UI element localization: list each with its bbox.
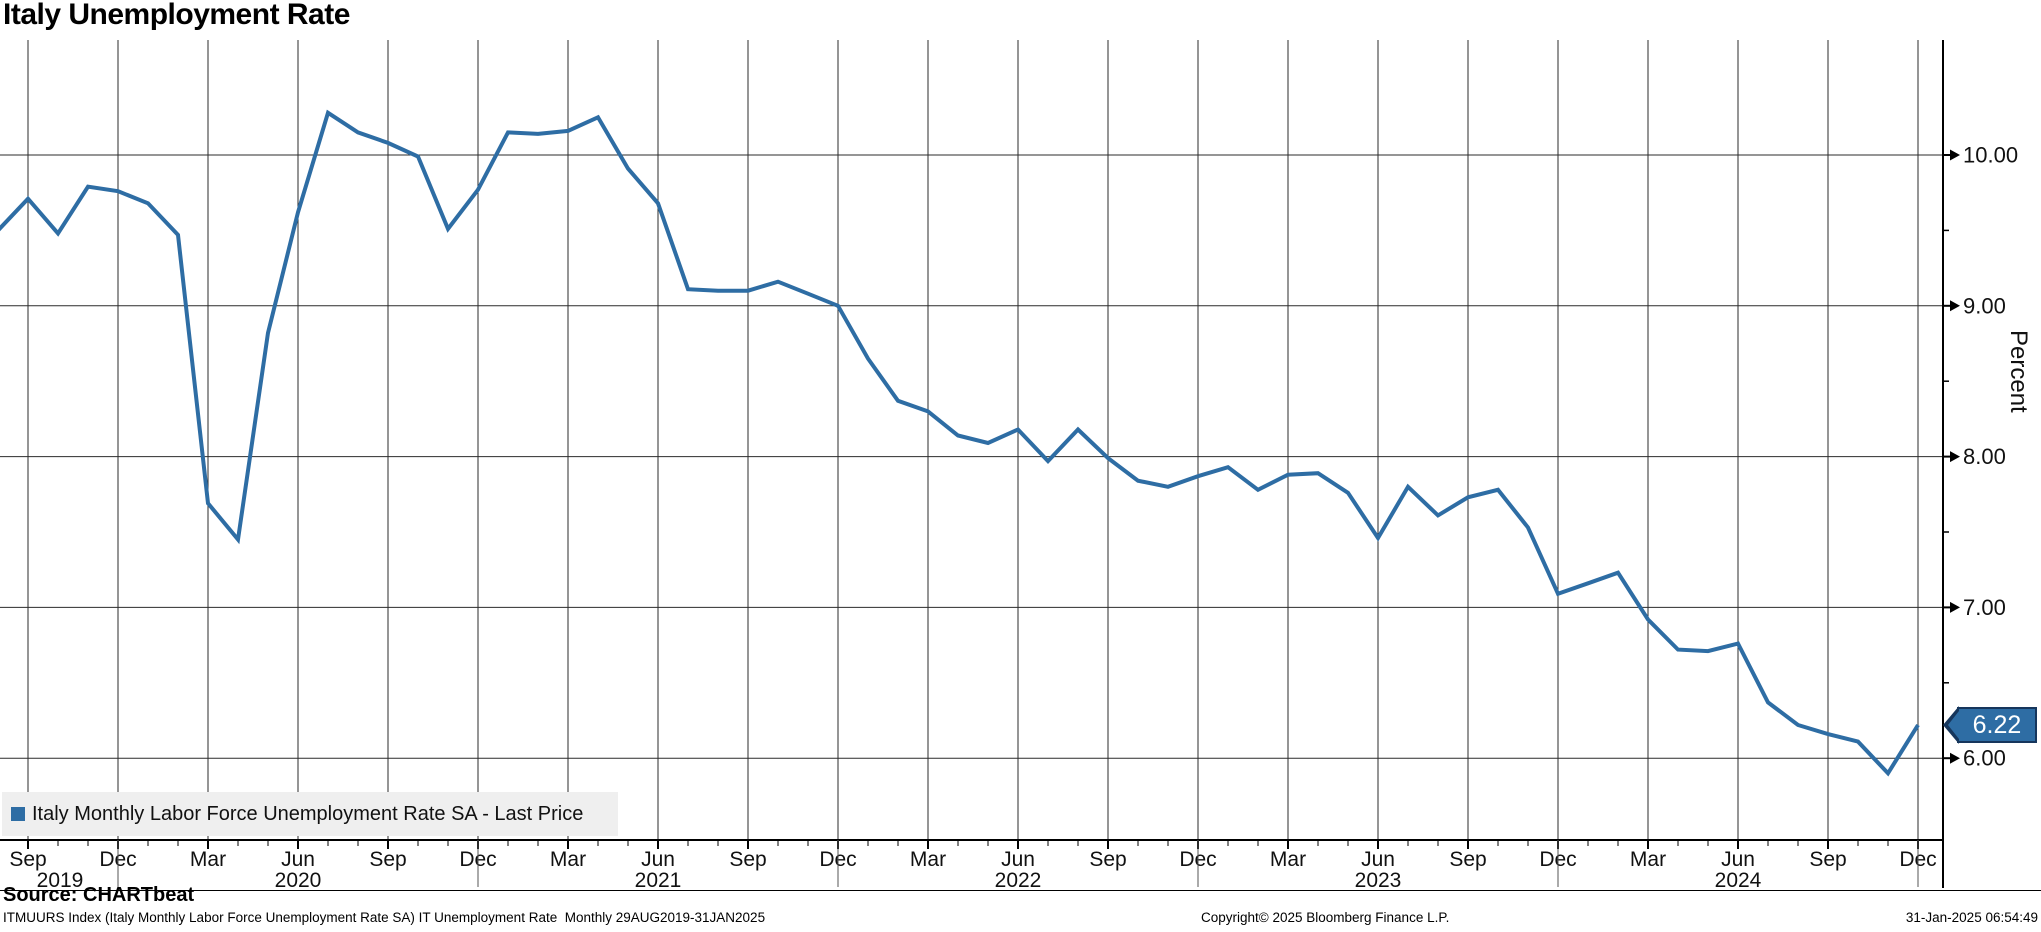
y-axis-label: 10.00	[1963, 143, 2018, 168]
x-axis-month-label: Sep	[369, 848, 406, 871]
x-axis-month-label: Sep	[1449, 848, 1486, 871]
y-tick-arrow-icon	[1950, 149, 1960, 161]
x-axis-year-label: 2024	[1715, 869, 1762, 892]
last-price-value: 6.22	[1957, 707, 2037, 743]
unemployment-rate-line	[0, 109, 1920, 777]
x-axis-year-label: 2022	[995, 869, 1042, 892]
footer-timestamp: 31-Jan-2025 06:54:49	[1905, 910, 2038, 925]
badge-arrow-icon	[1943, 706, 1959, 744]
x-axis-month-label: Sep	[9, 848, 46, 871]
y-tick-arrow-icon	[1950, 752, 1960, 764]
y-tick-arrow-icon	[1950, 300, 1960, 312]
page-title: Italy Unemployment Rate	[3, 0, 350, 31]
y-axis-title: Percent	[2005, 330, 2032, 413]
y-axis-label: 6.00	[1963, 746, 2006, 771]
x-axis-month-label: Jun	[1361, 848, 1395, 871]
x-axis-month-label: Sep	[1809, 848, 1846, 871]
x-axis-month-label: Jun	[641, 848, 675, 871]
x-axis-year-label: 2019	[37, 869, 84, 892]
y-tick-arrow-icon	[1950, 601, 1960, 613]
y-axis-label: 9.00	[1963, 293, 2006, 318]
x-axis-month-label: Sep	[729, 848, 766, 871]
x-axis-year-label: 2020	[275, 869, 322, 892]
footer-ticker-info: ITMUURS Index (Italy Monthly Labor Force…	[3, 910, 766, 925]
x-axis-month-label: Mar	[910, 848, 946, 871]
x-axis-month-label: Jun	[281, 848, 315, 871]
x-axis-year-label: 2021	[635, 869, 682, 892]
footer-copyright: Copyright© 2025 Bloomberg Finance L.P.	[1201, 910, 1450, 925]
x-axis-month-label: Jun	[1001, 848, 1035, 871]
x-axis-month-label: Mar	[1270, 848, 1306, 871]
legend-marker-icon	[11, 807, 25, 821]
x-axis-month-label: Sep	[1089, 848, 1126, 871]
x-axis-year-label: 2023	[1355, 869, 1402, 892]
last-price-badge: 6.22	[1943, 706, 2037, 744]
x-axis-month-label: Jun	[1721, 848, 1755, 871]
x-axis-month-label: Mar	[550, 848, 586, 871]
x-axis-month-label: Mar	[190, 848, 226, 871]
x-axis-month-label: Mar	[1630, 848, 1666, 871]
legend-box: Italy Monthly Labor Force Unemployment R…	[2, 792, 618, 836]
legend-label: Italy Monthly Labor Force Unemployment R…	[32, 802, 584, 825]
source-label: Source: CHARTbeat	[3, 884, 195, 906]
y-axis-label: 7.00	[1963, 595, 2006, 620]
y-tick-arrow-icon	[1950, 451, 1960, 463]
y-axis-label: 8.00	[1963, 444, 2006, 469]
